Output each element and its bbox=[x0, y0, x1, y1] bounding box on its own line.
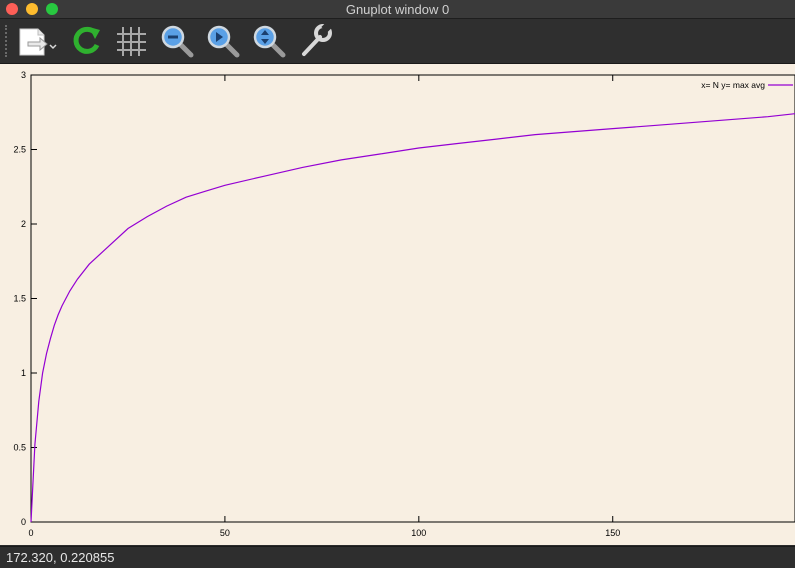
legend-label: x= N y= max avg bbox=[701, 80, 765, 90]
zoom-autoscale-icon bbox=[253, 25, 286, 58]
window-title: Gnuplot window 0 bbox=[345, 2, 450, 17]
y-tick-label: 2 bbox=[21, 219, 26, 229]
grid-icon bbox=[117, 27, 146, 56]
series-line bbox=[30, 113, 795, 523]
settings-button[interactable] bbox=[298, 21, 334, 59]
refresh-icon bbox=[73, 26, 100, 54]
zoom-previous-button[interactable] bbox=[159, 23, 195, 59]
x-tick-label: 0 bbox=[28, 528, 33, 538]
y-tick-label: 0.5 bbox=[13, 443, 26, 453]
toolbar bbox=[0, 19, 795, 64]
y-tick-label: 3 bbox=[21, 70, 26, 80]
export-button[interactable] bbox=[16, 23, 57, 59]
autoscale-button[interactable] bbox=[251, 23, 287, 59]
title-bar: Gnuplot window 0 bbox=[0, 0, 795, 19]
y-tick-label: 0 bbox=[21, 517, 26, 527]
close-window-button[interactable] bbox=[6, 3, 18, 15]
grid-button[interactable] bbox=[113, 23, 149, 59]
plot-area[interactable]: 0 50 100 150 0 0.5 1 1.5 2 2.5 3 x= N y= max avg bbox=[0, 64, 795, 545]
y-tick-label: 1 bbox=[21, 368, 26, 378]
zoom-previous-icon bbox=[161, 25, 194, 58]
replot-button[interactable] bbox=[68, 23, 104, 59]
toolbar-grip[interactable] bbox=[5, 25, 10, 57]
plot-border bbox=[30, 74, 795, 523]
zoom-next-icon bbox=[207, 25, 240, 58]
status-bar: 172.320, 0.220855 bbox=[0, 546, 795, 568]
x-tick-label: 100 bbox=[411, 528, 426, 538]
chart[interactable]: 0 50 100 150 0 0.5 1 1.5 2 2.5 3 x= N y= max avg bbox=[0, 64, 795, 545]
zoom-next-button[interactable] bbox=[205, 23, 241, 59]
x-tick-label: 150 bbox=[605, 528, 620, 538]
y-tick-label: 1.5 bbox=[13, 294, 26, 304]
wrench-icon bbox=[302, 21, 333, 56]
mouse-coordinates: 172.320, 0.220855 bbox=[6, 550, 115, 565]
x-tick-label: 50 bbox=[220, 528, 230, 538]
y-tick-label: 2.5 bbox=[13, 145, 26, 155]
zoom-window-button[interactable] bbox=[46, 3, 58, 15]
minimize-window-button[interactable] bbox=[26, 3, 38, 15]
export-document-icon bbox=[19, 28, 57, 56]
